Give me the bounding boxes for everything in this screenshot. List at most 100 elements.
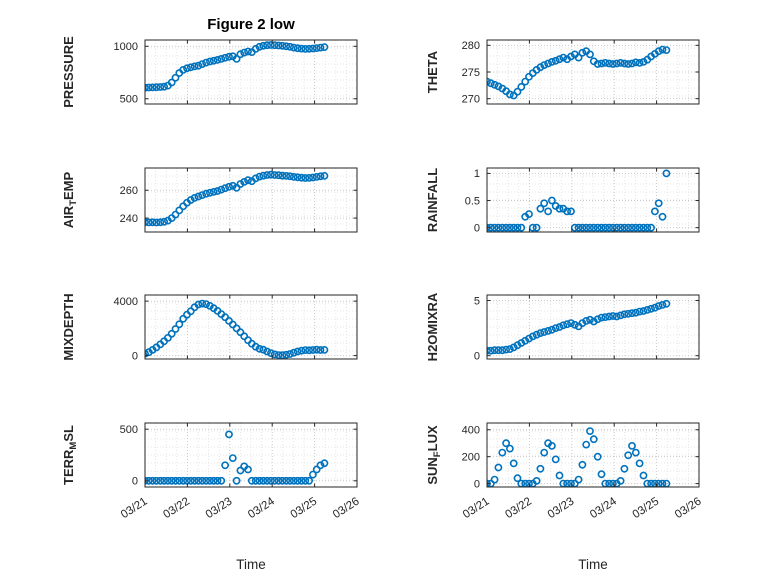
x-tick-label: 03/24	[246, 495, 277, 521]
data-point	[498, 448, 507, 457]
data-point	[297, 346, 306, 355]
y-axis-label-air-temp: AIRTEMP	[61, 171, 79, 228]
y-axis-label-rainfall: RAINFALL	[425, 168, 440, 232]
data-point	[198, 299, 207, 308]
data-point	[635, 223, 644, 232]
y-tick-label: 400	[462, 425, 480, 437]
data-point	[559, 321, 568, 330]
data-point	[570, 320, 579, 329]
data-point	[586, 315, 594, 324]
data-point	[225, 182, 233, 191]
data-point	[205, 57, 214, 66]
data-point	[597, 470, 606, 479]
data-point	[179, 476, 188, 485]
major-grid	[487, 295, 699, 359]
data-point	[274, 171, 283, 180]
data-point	[490, 223, 499, 232]
y-tick-label: 0	[132, 350, 138, 362]
y-axis-label-sun-flux: SUNFLUX	[425, 425, 443, 485]
data-point	[274, 351, 283, 359]
data-point	[145, 83, 153, 92]
data-point	[616, 59, 625, 67]
data-point	[259, 171, 268, 180]
data-point	[293, 347, 302, 356]
data-point	[255, 476, 264, 485]
data-point	[163, 333, 172, 342]
data-point	[654, 199, 663, 208]
data-point	[209, 56, 218, 65]
data-point	[555, 323, 564, 331]
data-point	[620, 310, 629, 319]
data-point	[563, 207, 571, 216]
data-point	[651, 207, 659, 216]
data-point	[167, 78, 176, 87]
data-point	[658, 300, 667, 309]
data-point	[278, 351, 287, 359]
data-point	[609, 60, 617, 68]
data-point	[544, 326, 552, 335]
data-point	[567, 52, 575, 61]
data-point	[278, 476, 287, 485]
data-point	[308, 346, 317, 354]
data-point	[567, 319, 575, 327]
data-point	[202, 300, 210, 308]
data-point	[293, 44, 302, 53]
data-point	[205, 188, 214, 197]
x-tick-label: 03/23	[546, 495, 577, 521]
data-point	[536, 464, 545, 473]
data-point	[167, 476, 176, 485]
data-point	[505, 345, 514, 353]
data-point	[487, 79, 495, 88]
y-tick-label: 500	[120, 424, 138, 436]
data-point	[513, 223, 522, 232]
data-point	[532, 223, 541, 232]
data-point	[308, 44, 317, 53]
x-tick-label: 03/24	[588, 495, 619, 521]
data-point	[225, 430, 233, 439]
data-point	[509, 459, 518, 468]
data-point	[525, 210, 533, 218]
series-markers	[145, 299, 329, 359]
data-point	[494, 463, 503, 472]
chart-pressure: 500 1000 PRESSURE	[61, 36, 358, 108]
data-point	[152, 83, 161, 92]
data-point	[631, 308, 640, 317]
axes-box	[144, 167, 358, 233]
data-point	[202, 189, 210, 198]
data-point	[320, 171, 329, 180]
data-point	[156, 476, 165, 485]
major-grid	[487, 40, 699, 104]
data-point	[232, 476, 241, 485]
data-point	[316, 172, 325, 181]
data-point	[521, 77, 530, 86]
data-point	[305, 173, 313, 182]
x-tick-label: 03/26	[673, 495, 704, 521]
data-point	[293, 173, 302, 182]
data-point	[540, 199, 549, 208]
data-point	[532, 330, 541, 339]
data-point	[186, 307, 195, 316]
data-point	[221, 53, 229, 62]
data-point	[567, 207, 575, 216]
data-point	[251, 174, 260, 183]
data-point	[658, 212, 667, 221]
data-point	[320, 345, 329, 354]
data-point	[593, 315, 602, 324]
data-point	[609, 312, 617, 320]
data-point	[217, 476, 226, 485]
data-point	[502, 223, 510, 232]
y-tick-label: 0	[474, 350, 480, 362]
data-point	[551, 324, 560, 332]
data-point	[263, 171, 271, 179]
data-point	[620, 223, 629, 232]
tick-marks	[486, 423, 700, 487]
y-axis-label-terr-msl: TERRMSL	[61, 425, 79, 485]
data-point	[198, 60, 207, 68]
data-point	[647, 223, 655, 232]
data-point	[316, 43, 325, 52]
y-axis-label-theta: THETA	[425, 50, 440, 93]
data-point	[190, 476, 199, 485]
data-point	[563, 320, 571, 329]
chart-mixdepth: 0 4000 MIXDEPTH	[61, 293, 358, 362]
data-point	[532, 476, 541, 485]
